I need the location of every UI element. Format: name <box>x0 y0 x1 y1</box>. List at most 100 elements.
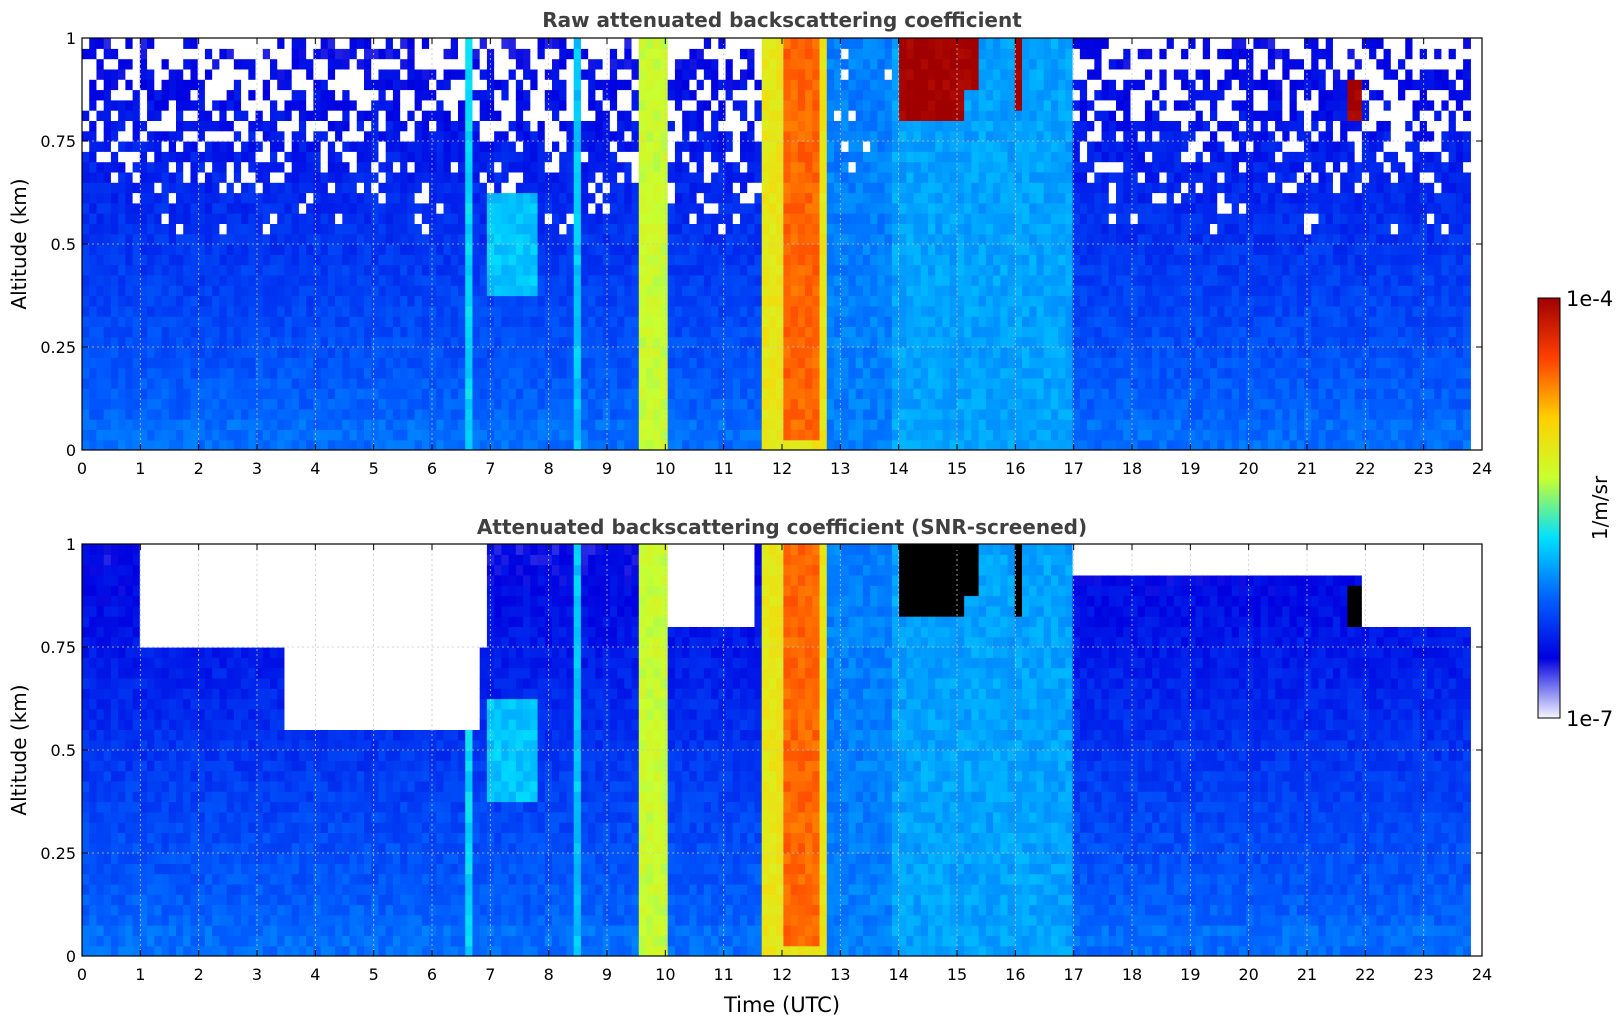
heatmap-cell <box>588 79 596 91</box>
heatmap-cell <box>96 285 105 297</box>
heatmap-cell <box>834 367 842 379</box>
heatmap-cell <box>400 377 408 389</box>
heatmap-cell <box>971 367 980 379</box>
heatmap-cell <box>884 408 893 420</box>
heatmap-cell <box>327 151 336 163</box>
heatmap-cell <box>450 213 459 224</box>
heatmap-cell <box>436 202 445 214</box>
heatmap-cell <box>147 233 155 245</box>
heatmap-cell <box>631 182 640 194</box>
heatmap-cell <box>566 429 575 441</box>
heatmap-cell <box>103 254 112 266</box>
heatmap-cell <box>913 429 922 441</box>
heatmap-cell <box>747 377 756 389</box>
heatmap-cell <box>306 326 314 338</box>
heatmap-cell <box>703 264 712 276</box>
heatmap-cell <box>544 161 553 173</box>
heatmap-cell <box>429 408 437 420</box>
heatmap-cell <box>595 110 604 121</box>
heatmap-cell <box>747 182 756 194</box>
heatmap-cell <box>537 326 546 338</box>
heatmap-cell <box>617 130 625 142</box>
heatmap-cell <box>682 233 690 245</box>
heatmap-cell <box>436 99 445 111</box>
heatmap-cell <box>971 336 980 348</box>
heatmap-cell <box>638 347 647 358</box>
heatmap-cell <box>877 326 886 338</box>
heatmap-cell <box>190 295 199 307</box>
heatmap-cell <box>617 213 625 224</box>
heatmap-cell <box>436 48 445 60</box>
heatmap-cell <box>306 305 314 317</box>
heatmap-cell <box>812 151 821 163</box>
heatmap-cell <box>327 408 336 420</box>
heatmap-cell <box>783 367 792 379</box>
heatmap-cell <box>327 120 336 132</box>
heatmap-cell <box>826 192 835 204</box>
heatmap-cell <box>472 79 481 91</box>
heatmap-cell <box>494 171 502 183</box>
heatmap-cell <box>161 68 170 80</box>
heatmap-cell <box>429 223 437 235</box>
heatmap-cell <box>660 89 669 101</box>
heatmap-cell <box>103 367 112 379</box>
heatmap-cell <box>805 202 813 214</box>
heatmap-cell <box>783 58 792 70</box>
heatmap-cell <box>617 264 625 276</box>
heatmap-cell <box>421 305 430 317</box>
heatmap-cell <box>262 171 271 183</box>
heatmap-cell <box>711 398 719 410</box>
heatmap-cell <box>139 79 148 91</box>
heatmap-cell <box>602 48 611 60</box>
heatmap-cell <box>530 223 539 235</box>
heatmap-cell <box>176 316 184 327</box>
heatmap-cell <box>609 254 618 266</box>
heatmap-cell <box>523 357 531 369</box>
heatmap-cell <box>219 99 228 111</box>
heatmap-cell <box>241 419 249 430</box>
heatmap-cell <box>89 326 98 338</box>
heatmap-cell <box>320 48 329 60</box>
heatmap-cell <box>971 192 980 204</box>
heatmap-cell <box>494 244 502 255</box>
heatmap-cell <box>414 336 423 348</box>
heatmap-cell <box>761 336 770 348</box>
heatmap-cell <box>161 171 170 183</box>
heatmap-cell <box>884 38 893 49</box>
heatmap-cell <box>617 377 625 389</box>
heatmap-cell <box>797 68 806 80</box>
heatmap-cell <box>573 141 582 152</box>
heatmap-cell <box>638 202 647 214</box>
heatmap-cell <box>841 336 850 348</box>
heatmap-cell <box>494 48 502 60</box>
heatmap-cell <box>313 357 322 369</box>
heatmap-cell <box>718 120 727 132</box>
heatmap-cell <box>790 305 799 317</box>
heatmap-cell <box>277 336 286 348</box>
heatmap-cell <box>631 171 640 183</box>
heatmap-cell <box>942 120 951 132</box>
heatmap-cell <box>515 419 524 430</box>
heatmap-cell <box>537 79 546 91</box>
heatmap-cell <box>920 326 929 338</box>
heatmap-cell <box>248 305 257 317</box>
heatmap-cell <box>298 388 307 400</box>
heatmap-cell <box>327 58 336 70</box>
heatmap-cell <box>906 347 915 358</box>
heatmap-cell <box>255 79 264 91</box>
heatmap-cell <box>971 388 980 400</box>
heatmap-cell <box>392 388 401 400</box>
heatmap-cell <box>674 367 683 379</box>
heatmap-cell <box>494 192 502 204</box>
heatmap-cell <box>588 161 596 173</box>
heatmap-cell <box>566 316 575 327</box>
heatmap-cell <box>689 244 698 255</box>
heatmap-cell <box>653 58 662 70</box>
heatmap-cell <box>190 388 199 400</box>
heatmap-cell <box>284 439 293 450</box>
heatmap-cell <box>689 388 698 400</box>
heatmap-cell <box>797 141 806 152</box>
heatmap-cell <box>841 99 850 111</box>
heatmap-cell <box>450 408 459 420</box>
heatmap-cell <box>718 58 727 70</box>
